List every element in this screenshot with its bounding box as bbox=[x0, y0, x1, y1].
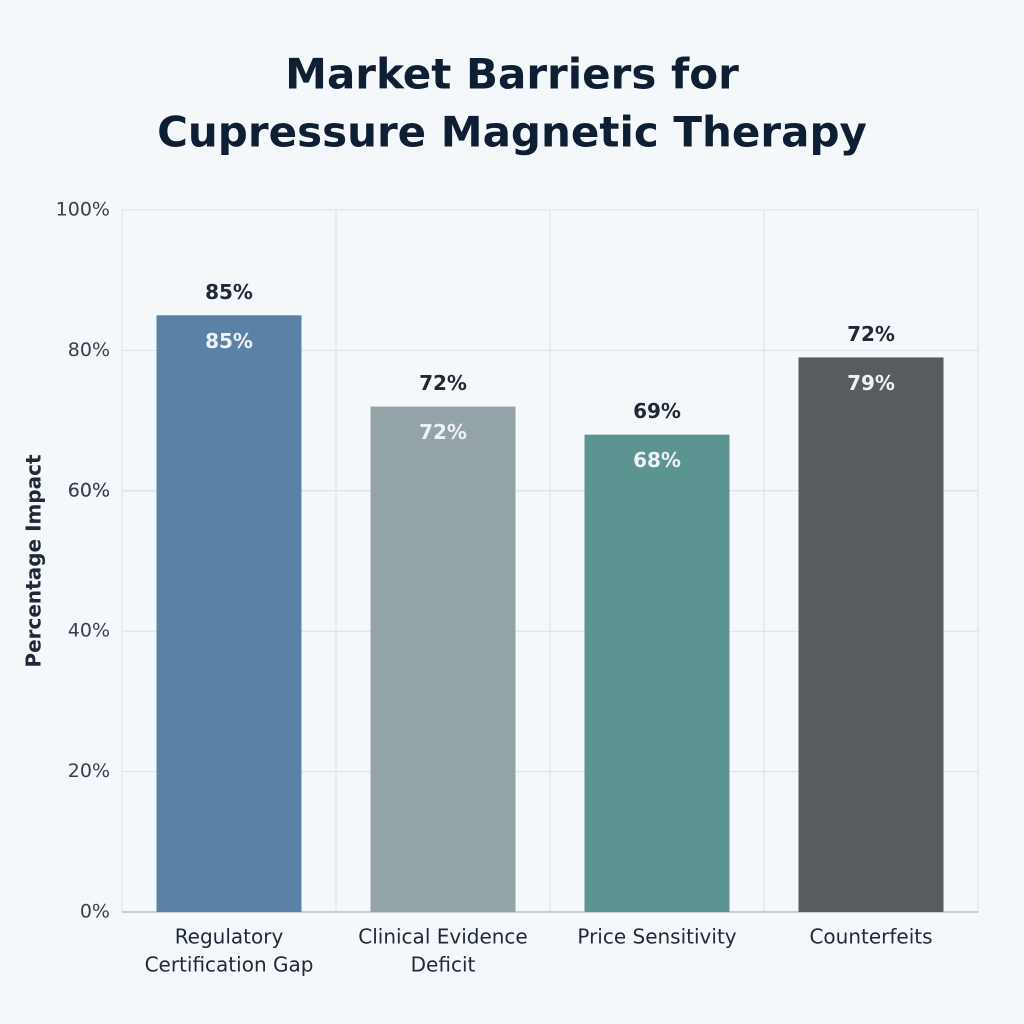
top-label: 72% bbox=[847, 322, 895, 346]
y-tick-label: 20% bbox=[68, 760, 110, 782]
top-label: 85% bbox=[205, 280, 253, 304]
bar bbox=[798, 357, 944, 912]
value-label: 79% bbox=[847, 371, 895, 395]
x-tick-label: Clinical Evidence bbox=[358, 925, 527, 949]
x-tick-label: Counterfeits bbox=[809, 925, 932, 949]
y-tick-label: 100% bbox=[56, 199, 110, 221]
y-tick-label: 80% bbox=[68, 339, 110, 361]
value-label: 72% bbox=[419, 420, 467, 444]
x-tick-label: Certification Gap bbox=[145, 953, 314, 977]
chart-title: Cupressure Magnetic Therapy bbox=[157, 108, 867, 157]
bar bbox=[370, 406, 516, 912]
y-axis-label: Percentage Impact bbox=[22, 454, 46, 668]
top-label: 72% bbox=[419, 371, 467, 395]
x-tick-label: Deficit bbox=[411, 953, 476, 977]
value-label: 85% bbox=[205, 329, 253, 353]
y-tick-label: 40% bbox=[68, 620, 110, 642]
y-tick-label: 0% bbox=[80, 901, 110, 923]
x-tick-label: Price Sensitivity bbox=[577, 925, 736, 949]
top-label: 69% bbox=[633, 399, 681, 423]
y-tick-label: 60% bbox=[68, 479, 110, 501]
y-tick-label: 60% bbox=[68, 479, 110, 501]
bar bbox=[156, 315, 302, 912]
bar bbox=[584, 434, 730, 912]
chart-title: Market Barriers for bbox=[285, 50, 739, 99]
x-tick-label: Regulatory bbox=[175, 925, 284, 949]
value-label: 68% bbox=[633, 448, 681, 472]
